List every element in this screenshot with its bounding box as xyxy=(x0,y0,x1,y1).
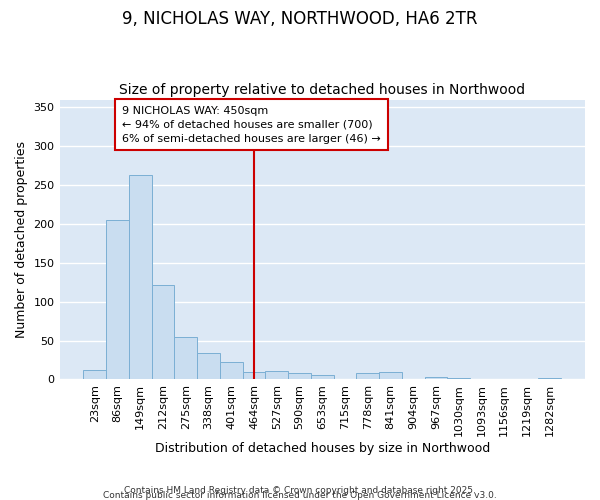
Bar xyxy=(129,175,152,380)
Bar xyxy=(311,375,334,380)
Text: Contains public sector information licensed under the Open Government Licence v3: Contains public sector information licen… xyxy=(103,490,497,500)
Bar xyxy=(448,378,470,380)
Text: Contains HM Land Registry data © Crown copyright and database right 2025.: Contains HM Land Registry data © Crown c… xyxy=(124,486,476,495)
X-axis label: Distribution of detached houses by size in Northwood: Distribution of detached houses by size … xyxy=(155,442,490,455)
Y-axis label: Number of detached properties: Number of detached properties xyxy=(15,141,28,338)
Bar xyxy=(175,336,197,380)
Bar xyxy=(379,372,402,380)
Text: 9, NICHOLAS WAY, NORTHWOOD, HA6 2TR: 9, NICHOLAS WAY, NORTHWOOD, HA6 2TR xyxy=(122,10,478,28)
Text: 9 NICHOLAS WAY: 450sqm
← 94% of detached houses are smaller (700)
6% of semi-det: 9 NICHOLAS WAY: 450sqm ← 94% of detached… xyxy=(122,106,381,144)
Title: Size of property relative to detached houses in Northwood: Size of property relative to detached ho… xyxy=(119,83,526,97)
Bar xyxy=(356,373,379,380)
Bar xyxy=(83,370,106,380)
Bar xyxy=(152,286,175,380)
Bar xyxy=(220,362,242,380)
Bar xyxy=(106,220,129,380)
Bar xyxy=(265,371,288,380)
Bar xyxy=(242,372,265,380)
Bar xyxy=(425,377,448,380)
Bar xyxy=(197,353,220,380)
Bar xyxy=(288,373,311,380)
Bar xyxy=(538,378,561,380)
